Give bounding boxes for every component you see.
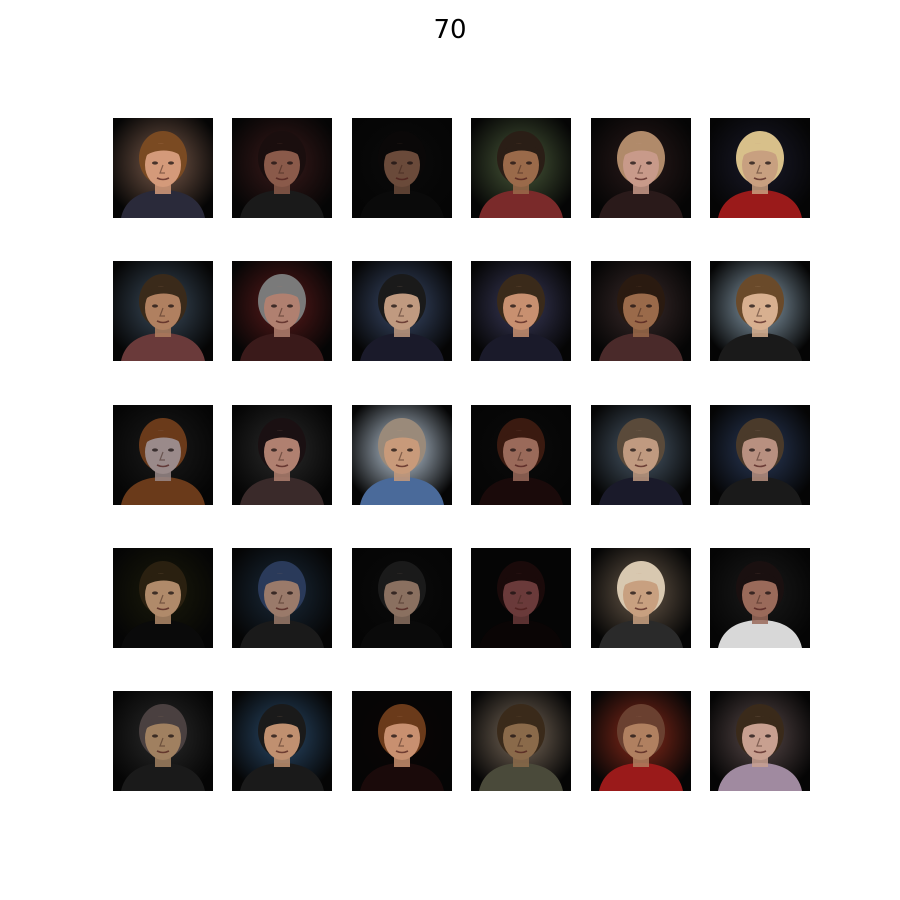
face-thumbnail xyxy=(710,118,810,218)
face-thumbnail xyxy=(591,405,691,505)
face-thumbnail xyxy=(591,118,691,218)
face-thumbnail xyxy=(232,405,332,505)
face-image xyxy=(471,691,571,791)
face-thumbnail xyxy=(471,261,571,361)
face-image xyxy=(113,118,213,218)
face-thumbnail xyxy=(352,548,452,648)
face-image xyxy=(113,405,213,505)
face-thumbnail xyxy=(352,261,452,361)
face-thumbnail xyxy=(113,261,213,361)
face-image xyxy=(710,118,810,218)
face-image xyxy=(113,691,213,791)
face-thumbnail xyxy=(591,548,691,648)
face-image xyxy=(232,405,332,505)
face-thumbnail xyxy=(232,118,332,218)
face-image xyxy=(710,261,810,361)
face-thumbnail xyxy=(710,405,810,505)
face-thumbnail xyxy=(232,548,332,648)
face-image xyxy=(352,405,452,505)
face-image xyxy=(232,118,332,218)
face-image xyxy=(113,548,213,648)
face-image xyxy=(232,261,332,361)
face-thumbnail xyxy=(591,691,691,791)
face-thumbnail xyxy=(471,548,571,648)
face-thumbnail xyxy=(710,261,810,361)
face-image xyxy=(352,691,452,791)
image-grid xyxy=(113,118,810,791)
face-image xyxy=(710,548,810,648)
face-image xyxy=(352,261,452,361)
face-thumbnail xyxy=(471,118,571,218)
face-thumbnail xyxy=(591,261,691,361)
face-image xyxy=(591,405,691,505)
face-image xyxy=(471,405,571,505)
face-image xyxy=(471,261,571,361)
face-thumbnail xyxy=(710,548,810,648)
face-image xyxy=(352,548,452,648)
face-thumbnail xyxy=(232,691,332,791)
face-image xyxy=(471,118,571,218)
face-image xyxy=(591,261,691,361)
face-thumbnail xyxy=(232,261,332,361)
face-thumbnail xyxy=(471,405,571,505)
face-image xyxy=(591,118,691,218)
face-thumbnail xyxy=(352,405,452,505)
face-thumbnail xyxy=(352,691,452,791)
face-thumbnail xyxy=(113,118,213,218)
face-image xyxy=(710,691,810,791)
face-image xyxy=(591,691,691,791)
figure-title: 70 xyxy=(433,15,467,45)
face-image xyxy=(232,548,332,648)
face-image xyxy=(710,405,810,505)
face-image xyxy=(471,548,571,648)
face-thumbnail xyxy=(113,691,213,791)
face-thumbnail xyxy=(113,548,213,648)
face-image xyxy=(591,548,691,648)
face-image xyxy=(113,261,213,361)
face-thumbnail xyxy=(113,405,213,505)
face-thumbnail xyxy=(710,691,810,791)
face-thumbnail xyxy=(352,118,452,218)
face-image xyxy=(232,691,332,791)
face-image xyxy=(352,118,452,218)
face-thumbnail xyxy=(471,691,571,791)
